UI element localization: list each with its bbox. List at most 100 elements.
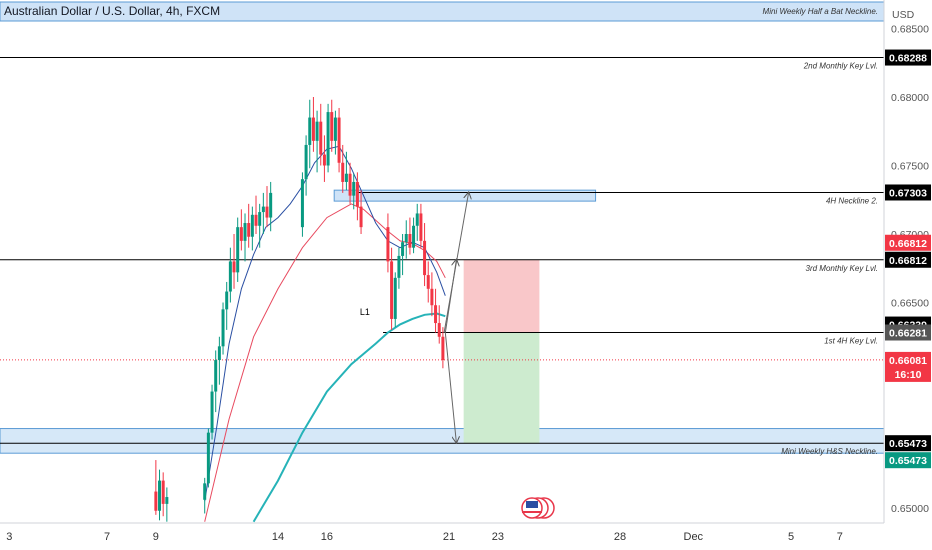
candle-body [404, 234, 408, 243]
price-badge-label: 0.65473 [889, 438, 927, 450]
date-tick-label: 21 [443, 531, 455, 543]
candle-body [232, 261, 236, 273]
price-tick-label: 0.67500 [891, 161, 929, 173]
price-badge [885, 49, 931, 66]
candle-body [322, 154, 326, 166]
candle-body [225, 291, 229, 310]
date-tick-label: 9 [153, 531, 159, 543]
candle-body [330, 112, 334, 141]
candle-body [269, 192, 273, 218]
countdown-label: 16:10 [895, 369, 922, 381]
candle-body [415, 213, 419, 226]
candle-body [203, 483, 207, 500]
projection-arrow [444, 260, 456, 333]
candle-body [161, 480, 165, 504]
price-badge-label: 0.66812 [889, 255, 927, 267]
candle-body [243, 223, 247, 241]
candle-body [348, 173, 352, 196]
candle-body [258, 212, 262, 226]
candle-body [386, 227, 390, 262]
candle-body [390, 261, 394, 319]
price-badge-label: 0.68288 [889, 53, 927, 65]
zone-hs-neckline [0, 428, 885, 454]
level-label: 3rd Monthly Key Lvl. [806, 264, 878, 273]
price-badge [885, 452, 931, 469]
candle-body [206, 432, 210, 484]
candle-body [250, 214, 254, 237]
current-price-value: 0.66081 [889, 355, 927, 367]
candle-body [315, 121, 319, 141]
price-tick-label: 0.65000 [891, 503, 929, 515]
candle-body [236, 227, 240, 273]
date-tick-label: 14 [272, 531, 284, 543]
date-tick-label: 7 [837, 531, 843, 543]
candle-body [214, 360, 218, 392]
candle-body [426, 275, 430, 289]
date-tick-label: 5 [788, 531, 794, 543]
price-badge-label: 0.67303 [889, 187, 927, 199]
candle-body [154, 491, 158, 511]
candle-body [344, 173, 348, 182]
candle-body [300, 179, 304, 228]
date-tick-label: 23 [492, 531, 504, 543]
candle-body [254, 214, 258, 226]
candle-body [408, 234, 412, 248]
candle-body [430, 288, 434, 306]
level-label: 4H Neckline 2. [826, 196, 878, 205]
level-label: 1st 4H Key Lvl. [824, 337, 878, 346]
price-badge [885, 234, 931, 251]
candle-body [352, 181, 356, 196]
candle-body [337, 117, 341, 163]
candle-body [304, 144, 308, 180]
us-flag-event-icon[interactable] [521, 497, 555, 519]
candle-body [393, 277, 397, 319]
price-badge [885, 324, 931, 341]
level-label: 2nd Monthly Key Lvl. [803, 62, 878, 71]
candle-body [261, 206, 265, 213]
price-badge [885, 435, 931, 452]
position-stop-zone [463, 259, 540, 333]
price-badge [885, 184, 931, 201]
candle-body [412, 225, 416, 248]
date-tick-label: 16 [321, 531, 333, 543]
candle-body [341, 162, 345, 182]
date-tick-label: 3 [6, 531, 12, 543]
price-badge-label: 0.65473 [889, 455, 927, 467]
current-price-badge [885, 351, 931, 382]
date-tick-label: Dec [684, 531, 704, 543]
candle-body [355, 181, 359, 207]
candle-body [311, 117, 315, 141]
price-badge-label: 0.66812 [889, 238, 927, 250]
candle-body [441, 336, 445, 361]
candle-body [221, 309, 225, 347]
ma-mid-line [204, 203, 446, 522]
price-tick-label: 0.68500 [891, 24, 929, 36]
candle-body [359, 206, 363, 228]
price-tick-label: 0.66500 [891, 298, 929, 310]
annotation-l1: L1 [360, 307, 370, 317]
candle-body [158, 480, 162, 511]
candle-body [239, 227, 243, 241]
level-label: Mini Weekly H&S Neckline. [781, 447, 878, 456]
candle-body [210, 391, 214, 433]
chart-title: Australian Dollar / U.S. Dollar, 4h, FXC… [4, 4, 220, 18]
candle-body [217, 346, 221, 361]
price-tick-label: 0.68000 [891, 92, 929, 104]
candle-body [326, 112, 330, 166]
candle-body [319, 121, 323, 155]
ma-slow-line [252, 312, 446, 523]
price-badge-label: 0.66281 [889, 328, 927, 340]
position-target-zone [463, 332, 540, 444]
candle-body [165, 497, 169, 504]
zone-label-half-bat: Mini Weekly Half a Bat Neckline. [763, 7, 878, 16]
date-tick-label: 28 [614, 531, 626, 543]
projection-arrow [444, 332, 456, 443]
candle-body [247, 223, 251, 237]
candle-body [401, 242, 405, 256]
currency-label: USD [892, 9, 915, 21]
candle-body [437, 323, 441, 337]
candle-body [308, 117, 312, 145]
candle-body [423, 240, 427, 276]
candle-body [419, 213, 423, 241]
